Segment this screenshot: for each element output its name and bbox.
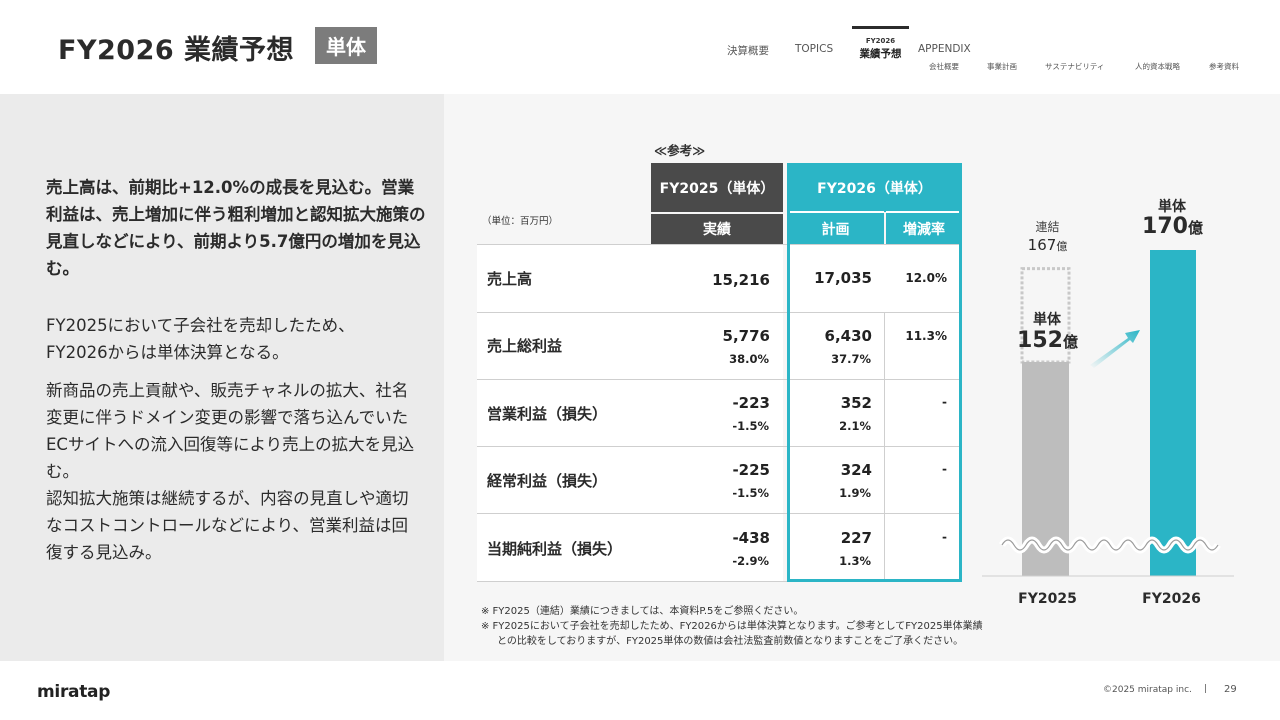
fy2026-net-income: 227	[840, 529, 872, 547]
fy2025-net-income: -438	[732, 529, 770, 547]
fy2025-operating-margin: -1.5%	[732, 419, 769, 433]
fy2025-sales: 15,216	[712, 271, 770, 289]
row-divider	[477, 379, 962, 380]
footnote-2: ※ FY2025において子会社を売却したため、FY2026からは単体決算となりま…	[481, 621, 983, 632]
row-divider	[477, 581, 962, 582]
fy2026-gross-margin: 37.7%	[831, 352, 871, 366]
consolidated-label: 連結	[1035, 220, 1060, 234]
category-fy2026: FY2026	[1142, 591, 1201, 607]
fy2026-single-value-label: 170億	[1142, 214, 1203, 239]
nav-item-topics[interactable]: TOPICS	[795, 43, 834, 55]
nav-item-summary[interactable]: 決算概要	[727, 45, 769, 57]
copyright: ©2025 miratap inc.	[1103, 685, 1192, 695]
nav-item-appendix[interactable]: APPENDIX	[918, 43, 971, 55]
fy2026-ordinary-income: 324	[840, 461, 872, 479]
nav-item-forecast-year[interactable]: FY2026	[865, 37, 896, 45]
footer-separator: |	[1204, 684, 1208, 694]
nav-item-forecast[interactable]: 業績予想	[859, 48, 902, 60]
nav-sub-business-plan[interactable]: 事業計画	[987, 62, 1017, 71]
label-column-bg	[477, 245, 651, 581]
consolidated-value-label: 167億	[1027, 236, 1068, 254]
bar-fy2026-single	[1150, 250, 1196, 576]
axis-break-icon	[1001, 539, 1219, 551]
column-divider	[884, 312, 885, 580]
fy2025-net-margin: -2.9%	[732, 554, 769, 568]
operating-income-growth-rate: -	[942, 395, 947, 409]
fy2026-highlight-border	[787, 163, 962, 582]
fy2025-operating-income: -223	[732, 394, 770, 412]
scope-badge: 単体	[315, 27, 377, 64]
fy2026-ordinary-margin: 1.9%	[839, 486, 871, 500]
unit-label: （単位：百万円）	[482, 216, 559, 227]
fy2025-single-value-label: 152億	[1017, 328, 1078, 353]
fy2026-column-bg	[787, 244, 962, 582]
fy2025-ordinary-income: -225	[732, 461, 770, 479]
sales-bar-chart	[982, 250, 1234, 577]
footnote-1: ※ FY2025（連結）業績につきましては、本資料P.5をご参照ください。	[481, 606, 804, 617]
fy2026-column-header: FY2026（単体）	[787, 163, 962, 212]
fy2026-single-label: 単体	[1158, 199, 1186, 215]
net-income-growth-rate: -	[942, 530, 947, 544]
fy2026-net-margin: 1.3%	[839, 554, 871, 568]
lead-text: 売上高は、前期比+12.0%の成長を見込む。営業利益は、売上増加に伴う粗利増加と…	[46, 178, 426, 278]
commentary-para-1: FY2025において子会社を売却したため、FY2026からは単体決算となる。	[46, 316, 355, 362]
commentary-para-3: 認知拡大施策は継続するが、内容の見直しや適切なコストコントロールなどにより、営業…	[46, 489, 409, 562]
growth-arrow-icon	[1090, 330, 1140, 368]
company-logo: miratap	[37, 682, 111, 702]
reference-label: ≪参考≫	[654, 143, 706, 158]
row-divider	[477, 446, 962, 447]
fy2025-gross-margin: 38.0%	[729, 352, 769, 366]
commentary-para-2: 新商品の売上貢献や、販売チャネルの拡大、社名変更に伴うドメイン変更の影響で落ち込…	[46, 381, 415, 481]
nav-sub-company[interactable]: 会社概要	[929, 62, 959, 71]
fy2026-operating-margin: 2.1%	[839, 419, 871, 433]
fy2026-gross-profit: 6,430	[824, 327, 872, 345]
row-divider	[477, 244, 962, 245]
row-label-sales: 売上高	[487, 270, 533, 288]
row-label-operating-income: 営業利益（損失）	[487, 405, 608, 423]
category-fy2025: FY2025	[1018, 591, 1077, 607]
page-number: 29	[1224, 684, 1237, 695]
nav-sub-human-capital[interactable]: 人的資本戦略	[1135, 62, 1180, 71]
fy2025-gross-profit: 5,776	[722, 327, 770, 345]
nav-active-indicator	[852, 26, 909, 29]
fy2026-rate-header: 増減率	[886, 211, 962, 244]
fy2025-actual-header: 実績	[651, 214, 783, 244]
footnote-3: との比較をしておりますが、FY2025単体の数値は会社法監査前数値となりますこと…	[497, 636, 964, 647]
ordinary-income-growth-rate: -	[942, 462, 947, 476]
nav-sub-reference[interactable]: 参考資料	[1209, 62, 1239, 71]
row-label-net-income: 当期純利益（損失）	[487, 540, 623, 558]
row-label-gross-profit: 売上総利益	[487, 337, 563, 355]
fy2025-ordinary-margin: -1.5%	[732, 486, 769, 500]
sales-growth-rate: 12.0%	[905, 271, 947, 285]
commentary-panel: 売上高は、前期比+12.0%の成長を見込む。営業利益は、売上増加に伴う粗利増加と…	[0, 94, 444, 661]
row-divider	[477, 513, 962, 514]
fy2025-column-header: FY2025（単体）	[651, 163, 783, 212]
fy2025-single-label: 単体	[1033, 312, 1061, 328]
nav-sub-sustainability[interactable]: サステナビリティ	[1045, 62, 1105, 71]
page-title: FY2026 業績予想	[58, 35, 295, 66]
fy2026-plan-header: 計画	[787, 211, 884, 244]
fy2026-operating-income: 352	[840, 394, 872, 412]
row-label-ordinary-income: 経常利益（損失）	[487, 472, 608, 490]
row-divider	[477, 312, 962, 313]
fy2026-sales: 17,035	[814, 269, 872, 287]
fy2025-column-bg	[651, 245, 783, 581]
gross-profit-growth-rate: 11.3%	[905, 329, 947, 343]
